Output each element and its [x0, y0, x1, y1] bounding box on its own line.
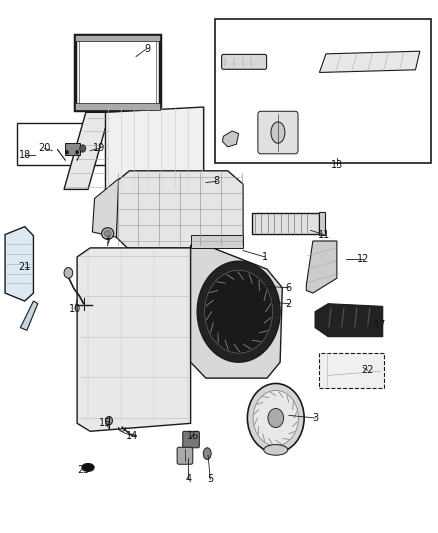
- Bar: [17, 123, 134, 165]
- Polygon shape: [106, 107, 204, 193]
- Circle shape: [106, 416, 113, 425]
- Circle shape: [65, 150, 69, 155]
- Text: 14: 14: [126, 431, 138, 441]
- Polygon shape: [92, 179, 119, 237]
- Polygon shape: [20, 301, 38, 330]
- Circle shape: [205, 270, 273, 353]
- Bar: [75, 35, 160, 41]
- Ellipse shape: [271, 122, 285, 143]
- Bar: [79, 39, 155, 106]
- Circle shape: [247, 383, 304, 453]
- Text: 19: 19: [93, 143, 105, 154]
- Bar: [75, 35, 160, 110]
- Polygon shape: [319, 51, 420, 72]
- Circle shape: [64, 268, 73, 278]
- Text: 7: 7: [105, 238, 111, 247]
- Text: 3: 3: [312, 413, 318, 423]
- Text: 8: 8: [214, 176, 220, 187]
- Polygon shape: [77, 248, 191, 431]
- Polygon shape: [5, 227, 33, 301]
- Circle shape: [75, 150, 79, 155]
- Text: 11: 11: [318, 230, 330, 240]
- Text: 9: 9: [144, 44, 150, 53]
- Text: 17: 17: [374, 320, 387, 330]
- FancyBboxPatch shape: [183, 431, 199, 448]
- FancyBboxPatch shape: [319, 353, 384, 387]
- Text: 16: 16: [187, 431, 199, 441]
- FancyBboxPatch shape: [258, 111, 298, 154]
- Text: 15: 15: [99, 418, 112, 429]
- Text: 23: 23: [78, 465, 90, 474]
- Polygon shape: [191, 245, 283, 378]
- Ellipse shape: [104, 230, 111, 237]
- Circle shape: [197, 261, 280, 362]
- Polygon shape: [306, 241, 337, 293]
- Circle shape: [253, 390, 298, 446]
- Circle shape: [80, 145, 86, 152]
- Text: 6: 6: [286, 283, 292, 293]
- Polygon shape: [191, 235, 243, 248]
- Polygon shape: [64, 112, 110, 189]
- Ellipse shape: [82, 464, 94, 471]
- FancyBboxPatch shape: [65, 143, 80, 156]
- Text: 2: 2: [286, 298, 292, 309]
- FancyBboxPatch shape: [222, 54, 267, 69]
- Text: 4: 4: [185, 474, 191, 484]
- Text: 20: 20: [38, 143, 50, 154]
- Polygon shape: [117, 171, 243, 248]
- Bar: [252, 213, 319, 233]
- Ellipse shape: [264, 445, 288, 455]
- Text: 13: 13: [331, 160, 343, 171]
- Polygon shape: [315, 304, 383, 337]
- Polygon shape: [223, 131, 239, 147]
- FancyBboxPatch shape: [177, 447, 193, 464]
- Bar: [318, 212, 325, 235]
- Text: 22: 22: [361, 365, 374, 375]
- Text: 18: 18: [18, 150, 31, 160]
- Circle shape: [268, 408, 284, 427]
- Text: 5: 5: [207, 474, 213, 484]
- Text: 10: 10: [69, 304, 81, 314]
- Bar: [215, 19, 431, 163]
- Text: 1: 1: [262, 252, 268, 262]
- Text: 12: 12: [357, 254, 369, 263]
- Text: 21: 21: [18, 262, 31, 271]
- Bar: [75, 103, 160, 110]
- Ellipse shape: [203, 448, 211, 459]
- Ellipse shape: [102, 228, 114, 239]
